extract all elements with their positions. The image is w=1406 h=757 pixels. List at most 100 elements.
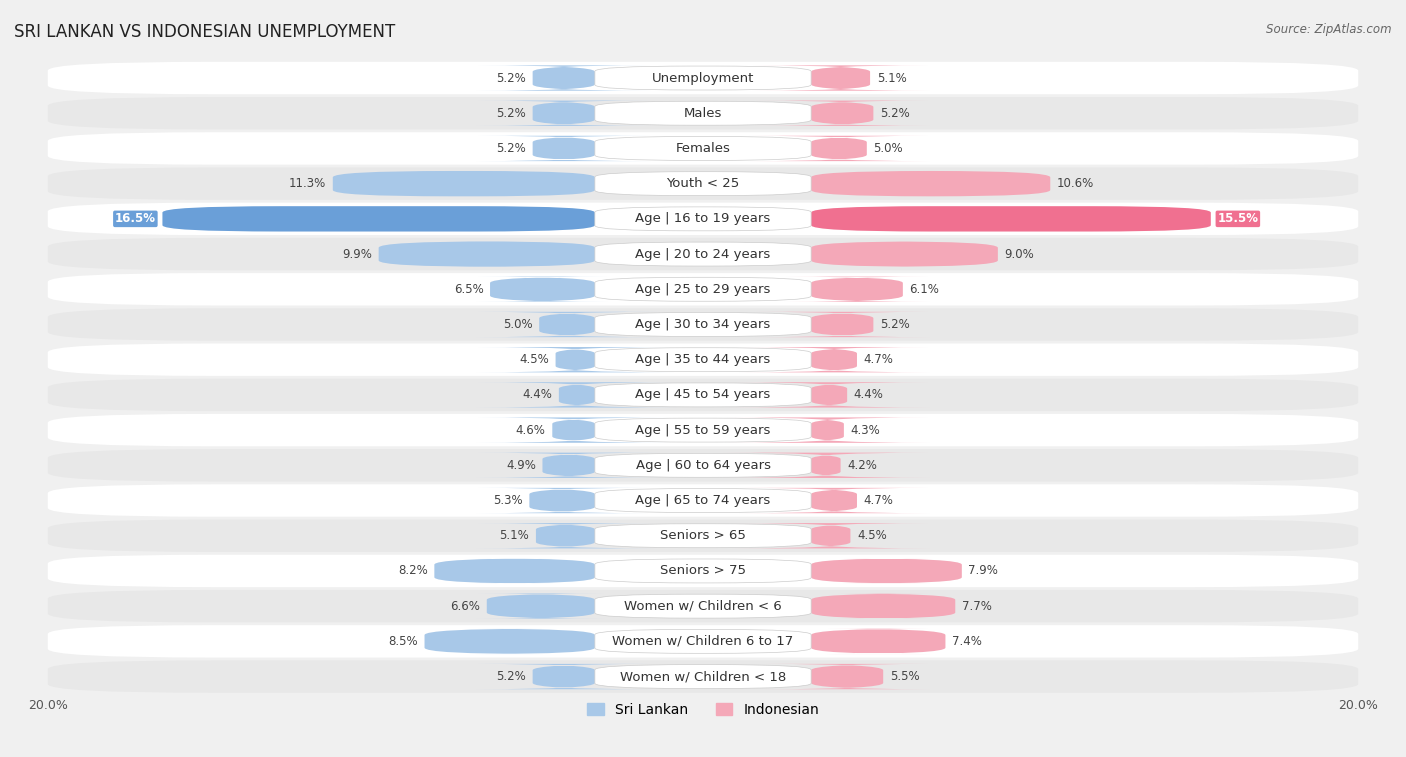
FancyBboxPatch shape — [48, 484, 1358, 517]
Text: 6.6%: 6.6% — [450, 600, 481, 612]
Text: Age | 45 to 54 years: Age | 45 to 54 years — [636, 388, 770, 401]
FancyBboxPatch shape — [595, 524, 811, 548]
Text: 5.2%: 5.2% — [496, 670, 526, 683]
Text: 5.2%: 5.2% — [880, 107, 910, 120]
FancyBboxPatch shape — [595, 594, 811, 618]
Text: Age | 35 to 44 years: Age | 35 to 44 years — [636, 354, 770, 366]
FancyBboxPatch shape — [723, 453, 929, 478]
Text: 4.5%: 4.5% — [858, 529, 887, 542]
Text: 10.6%: 10.6% — [1057, 177, 1094, 190]
Text: 4.7%: 4.7% — [863, 494, 893, 507]
Text: Seniors > 75: Seniors > 75 — [659, 565, 747, 578]
FancyBboxPatch shape — [48, 62, 1358, 94]
FancyBboxPatch shape — [48, 167, 1358, 200]
Text: 5.1%: 5.1% — [499, 529, 530, 542]
FancyBboxPatch shape — [48, 344, 1358, 376]
Text: 15.5%: 15.5% — [1218, 213, 1258, 226]
FancyBboxPatch shape — [477, 417, 671, 443]
Text: 5.2%: 5.2% — [496, 107, 526, 120]
FancyBboxPatch shape — [595, 347, 811, 372]
Text: 4.6%: 4.6% — [516, 424, 546, 437]
Text: 4.7%: 4.7% — [863, 354, 893, 366]
Text: 7.4%: 7.4% — [952, 635, 981, 648]
Text: Age | 30 to 34 years: Age | 30 to 34 years — [636, 318, 770, 331]
FancyBboxPatch shape — [48, 238, 1358, 270]
Text: Seniors > 65: Seniors > 65 — [659, 529, 747, 542]
FancyBboxPatch shape — [595, 383, 811, 407]
Text: 4.4%: 4.4% — [853, 388, 883, 401]
Text: Age | 55 to 59 years: Age | 55 to 59 years — [636, 424, 770, 437]
Legend: Sri Lankan, Indonesian: Sri Lankan, Indonesian — [581, 697, 825, 722]
FancyBboxPatch shape — [477, 488, 647, 513]
Text: 5.1%: 5.1% — [876, 71, 907, 85]
FancyBboxPatch shape — [595, 172, 811, 195]
FancyBboxPatch shape — [595, 559, 811, 583]
FancyBboxPatch shape — [48, 449, 1358, 481]
Text: 5.0%: 5.0% — [873, 142, 903, 155]
FancyBboxPatch shape — [595, 629, 811, 653]
Text: Age | 25 to 29 years: Age | 25 to 29 years — [636, 283, 770, 296]
FancyBboxPatch shape — [48, 519, 1358, 552]
Text: Age | 65 to 74 years: Age | 65 to 74 years — [636, 494, 770, 507]
FancyBboxPatch shape — [477, 593, 605, 618]
FancyBboxPatch shape — [48, 203, 1358, 235]
Text: 7.9%: 7.9% — [969, 565, 998, 578]
FancyBboxPatch shape — [477, 664, 651, 689]
Text: 6.1%: 6.1% — [910, 283, 939, 296]
Text: 7.7%: 7.7% — [962, 600, 991, 612]
Text: Females: Females — [675, 142, 731, 155]
FancyBboxPatch shape — [811, 558, 962, 584]
FancyBboxPatch shape — [730, 382, 929, 407]
FancyBboxPatch shape — [595, 665, 811, 689]
FancyBboxPatch shape — [477, 101, 651, 126]
FancyBboxPatch shape — [740, 488, 929, 513]
FancyBboxPatch shape — [595, 66, 811, 90]
Text: Women w/ Children 6 to 17: Women w/ Children 6 to 17 — [613, 635, 793, 648]
FancyBboxPatch shape — [811, 628, 945, 654]
FancyBboxPatch shape — [595, 207, 811, 231]
Text: 9.0%: 9.0% — [1004, 248, 1035, 260]
FancyBboxPatch shape — [163, 206, 595, 232]
FancyBboxPatch shape — [595, 277, 811, 301]
Text: 6.5%: 6.5% — [454, 283, 484, 296]
Text: 5.0%: 5.0% — [503, 318, 533, 331]
Text: 5.2%: 5.2% — [496, 142, 526, 155]
Text: Age | 60 to 64 years: Age | 60 to 64 years — [636, 459, 770, 472]
FancyBboxPatch shape — [733, 523, 929, 548]
FancyBboxPatch shape — [48, 555, 1358, 587]
FancyBboxPatch shape — [477, 382, 676, 407]
Text: 4.2%: 4.2% — [848, 459, 877, 472]
Text: Source: ZipAtlas.com: Source: ZipAtlas.com — [1267, 23, 1392, 36]
FancyBboxPatch shape — [425, 628, 595, 654]
FancyBboxPatch shape — [477, 523, 654, 548]
Text: 16.5%: 16.5% — [115, 213, 156, 226]
FancyBboxPatch shape — [595, 418, 811, 442]
Text: 5.3%: 5.3% — [494, 494, 523, 507]
FancyBboxPatch shape — [477, 276, 607, 302]
Text: Males: Males — [683, 107, 723, 120]
FancyBboxPatch shape — [333, 171, 595, 196]
Text: 4.3%: 4.3% — [851, 424, 880, 437]
Text: 9.9%: 9.9% — [342, 248, 373, 260]
FancyBboxPatch shape — [477, 453, 661, 478]
FancyBboxPatch shape — [477, 312, 657, 337]
FancyBboxPatch shape — [740, 347, 929, 372]
Text: Age | 16 to 19 years: Age | 16 to 19 years — [636, 213, 770, 226]
FancyBboxPatch shape — [755, 312, 929, 337]
Text: 5.5%: 5.5% — [890, 670, 920, 683]
FancyBboxPatch shape — [477, 347, 673, 372]
FancyBboxPatch shape — [48, 590, 1358, 622]
FancyBboxPatch shape — [48, 625, 1358, 658]
FancyBboxPatch shape — [595, 313, 811, 336]
FancyBboxPatch shape — [48, 414, 1358, 447]
FancyBboxPatch shape — [595, 242, 811, 266]
FancyBboxPatch shape — [811, 241, 998, 266]
Text: 5.2%: 5.2% — [880, 318, 910, 331]
Text: Age | 20 to 24 years: Age | 20 to 24 years — [636, 248, 770, 260]
FancyBboxPatch shape — [725, 417, 929, 443]
FancyBboxPatch shape — [765, 664, 929, 689]
FancyBboxPatch shape — [811, 593, 955, 618]
FancyBboxPatch shape — [785, 276, 929, 302]
FancyBboxPatch shape — [378, 241, 595, 266]
FancyBboxPatch shape — [749, 136, 929, 161]
